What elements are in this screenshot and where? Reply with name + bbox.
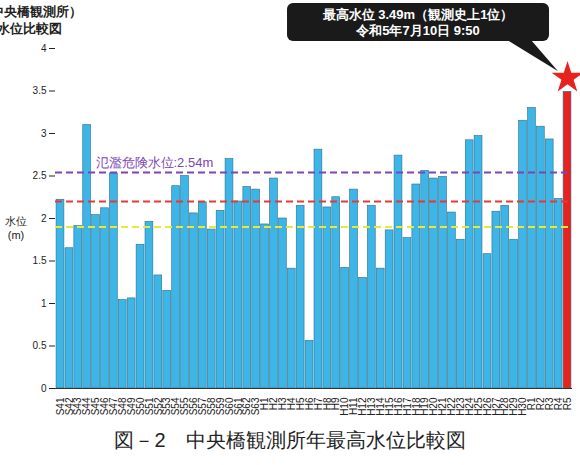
svg-text:R2: R2: [535, 397, 546, 411]
svg-text:H26: H26: [481, 397, 493, 416]
svg-text:H17: H17: [401, 397, 413, 416]
svg-text:S49: S49: [125, 397, 137, 416]
svg-text:S47: S47: [108, 397, 120, 416]
svg-text:0.5: 0.5: [33, 340, 47, 351]
svg-text:H9: H9: [330, 397, 342, 411]
svg-text:1.5: 1.5: [33, 255, 47, 266]
svg-text:H19: H19: [419, 397, 431, 416]
svg-text:H13: H13: [366, 397, 377, 416]
svg-text:1: 1: [41, 298, 47, 309]
svg-text:S55: S55: [179, 397, 191, 416]
svg-text:S56: S56: [188, 397, 200, 416]
svg-text:H6: H6: [303, 397, 315, 411]
svg-text:S57: S57: [197, 397, 208, 416]
svg-text:S50: S50: [134, 397, 146, 416]
svg-text:H5: H5: [294, 397, 306, 411]
svg-text:H2: H2: [268, 397, 280, 411]
svg-text:H25: H25: [472, 397, 484, 416]
svg-text:年最高水位比較図: 年最高水位比較図: [0, 21, 62, 36]
svg-text:S53: S53: [161, 397, 173, 416]
svg-text:S62: S62: [241, 397, 253, 416]
svg-text:H28: H28: [499, 397, 511, 416]
svg-text:2: 2: [41, 213, 47, 224]
svg-text:S42: S42: [63, 397, 75, 416]
svg-text:H21: H21: [437, 397, 449, 416]
svg-text:(m): (m): [8, 229, 25, 241]
svg-text:H8: H8: [321, 397, 333, 411]
svg-text:H16: H16: [392, 397, 404, 416]
svg-text:R4: R4: [552, 397, 564, 411]
svg-text:H20: H20: [428, 397, 440, 416]
svg-text:H11: H11: [348, 397, 360, 416]
svg-text:S51: S51: [143, 397, 155, 416]
svg-text:S46: S46: [99, 397, 111, 416]
svg-text:S59: S59: [214, 397, 226, 416]
svg-text:3.5: 3.5: [33, 85, 47, 96]
svg-text:H3: H3: [277, 397, 289, 411]
svg-text:H15: H15: [383, 397, 395, 416]
svg-text:水位: 水位: [5, 215, 27, 227]
svg-text:S60: S60: [223, 397, 235, 416]
svg-text:氾濫危険水位:2.54m: 氾濫危険水位:2.54m: [96, 155, 214, 170]
svg-text:H27: H27: [490, 397, 502, 416]
svg-text:H4: H4: [286, 397, 297, 411]
svg-text:H1: H1: [259, 397, 271, 411]
svg-text:0: 0: [41, 383, 47, 394]
svg-text:S52: S52: [152, 397, 164, 416]
svg-text:S44: S44: [81, 397, 93, 416]
svg-text:H29: H29: [508, 397, 520, 416]
svg-text:H14: H14: [374, 397, 386, 416]
svg-text:令和5年7月10日 9:50: 令和5年7月10日 9:50: [355, 23, 480, 38]
html-text:図－2 中央橋観測所年最高水位比較図: 図－2 中央橋観測所年最高水位比較図: [114, 429, 466, 451]
svg-text:2.5: 2.5: [33, 170, 47, 181]
svg-text:R5: R5: [562, 397, 573, 410]
svg-text:H23: H23: [455, 397, 466, 416]
svg-text:S43: S43: [72, 397, 84, 416]
svg-text:巨瀬川（中央橋観測所）: 巨瀬川（中央橋観測所）: [0, 4, 82, 19]
svg-text:S58: S58: [205, 397, 217, 416]
svg-text:S61: S61: [232, 397, 244, 416]
svg-text:4: 4: [41, 43, 47, 54]
svg-text:R3: R3: [543, 397, 555, 411]
svg-text:H22: H22: [446, 397, 458, 416]
svg-text:H24: H24: [463, 397, 475, 416]
svg-text:H30: H30: [517, 397, 529, 416]
svg-text:S48: S48: [116, 397, 128, 416]
svg-text:S63: S63: [250, 397, 262, 416]
svg-text:R1: R1: [526, 397, 538, 411]
svg-text:S54: S54: [170, 397, 182, 416]
svg-text:S45: S45: [90, 397, 102, 416]
svg-text:H12: H12: [357, 397, 369, 416]
svg-text:最高水位 3.49m（観測史上1位）: 最高水位 3.49m（観測史上1位）: [322, 7, 514, 22]
svg-text:H18: H18: [410, 397, 422, 416]
svg-text:H7: H7: [312, 397, 324, 411]
svg-text:3: 3: [41, 128, 47, 139]
svg-text:S41: S41: [54, 397, 66, 416]
svg-text:H10: H10: [339, 397, 351, 416]
